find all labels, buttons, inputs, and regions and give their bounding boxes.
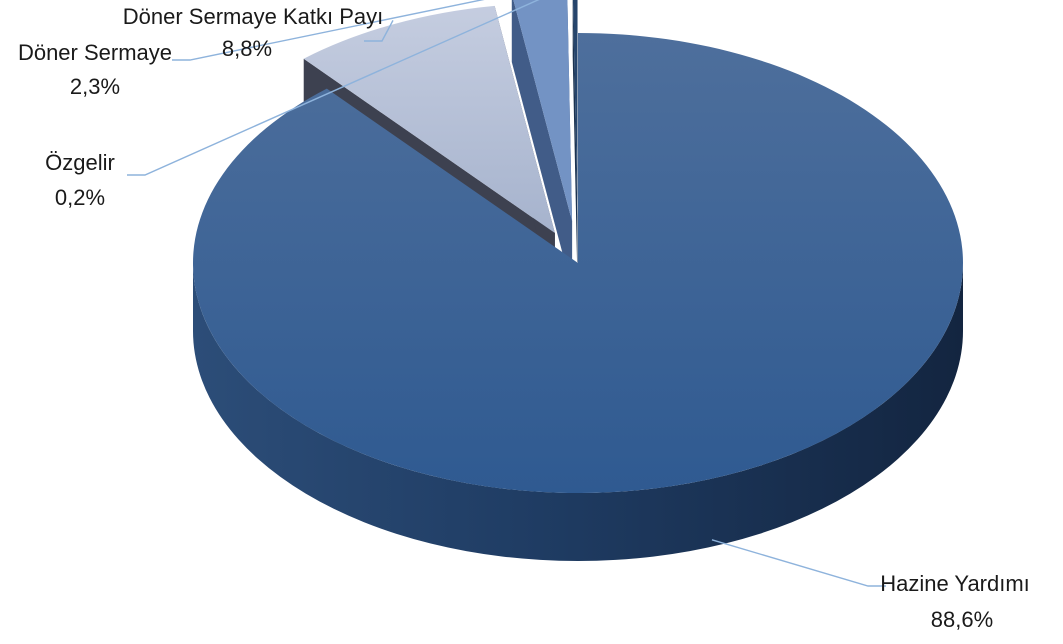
leader-line-ozgelir [127,0,540,176]
leader-line-doner-sermaye [172,0,485,61]
pie-slice-side-hazine-yardimi [193,263,963,561]
leader-line-hazine-yardimi [711,539,886,587]
slice-label-ozgelir: Özgelir [45,150,115,175]
pie-slice-doner-sermaye [513,0,573,222]
slice-value-ozgelir: 0,2% [55,185,105,210]
pie-slice-hazine-yardimi [193,33,964,493]
pie-slice-ozgelir [572,0,578,218]
slice-label-doner-sermaye: Döner Sermaye [18,40,172,65]
pie-slice-doner-sermaye-katki-payi [303,5,555,234]
slice-label-hazine-yardimi: Hazine Yardımı [880,571,1030,596]
slice-label-doner-sermaye-katki-payi: Döner Sermaye Katkı Payı [123,4,383,29]
leader-line-doner-sermaye-katki-payi [364,20,394,42]
pie-slice-side-ozgelir [572,0,578,286]
slice-value-doner-sermaye: 2,3% [70,74,120,99]
slice-value-hazine-yardimi: 88,6% [931,607,993,632]
slice-value-doner-sermaye-katki-payi: 8,8% [222,36,272,61]
